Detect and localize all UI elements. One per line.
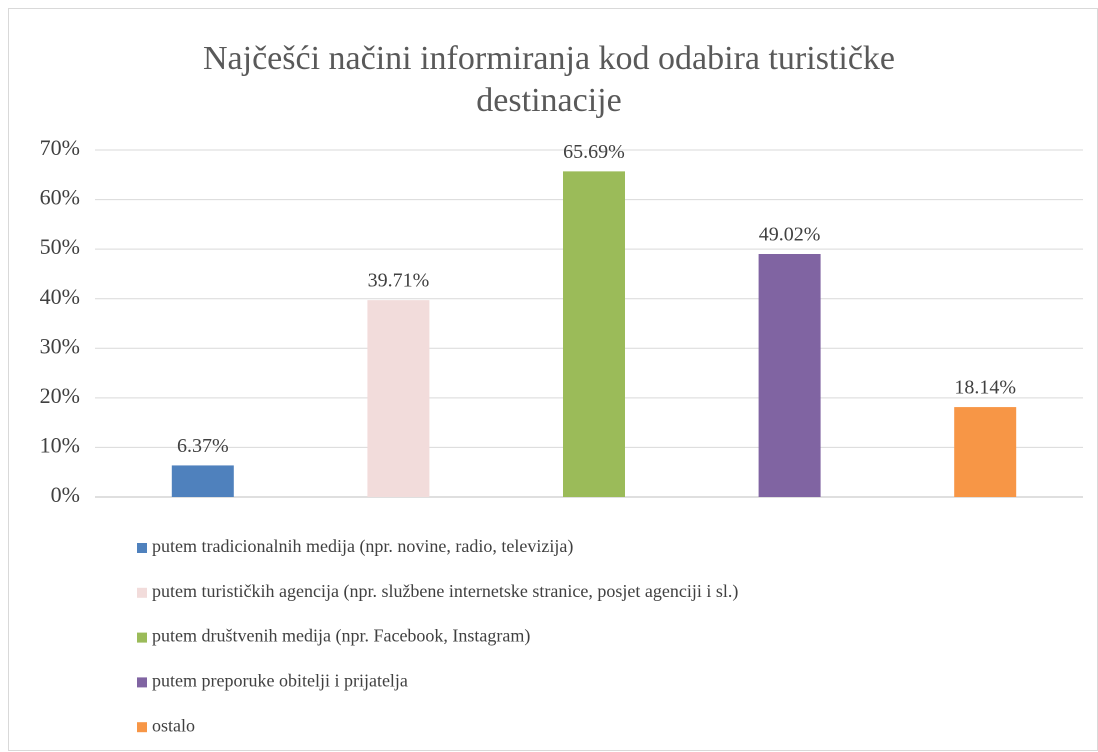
bar — [954, 407, 1017, 497]
legend-swatch — [137, 722, 147, 733]
value-label: 6.37% — [177, 435, 229, 457]
y-tick-label: 0% — [51, 482, 80, 507]
legend-label: putem društvenih medija (npr. Facebook, … — [152, 626, 530, 647]
bar — [758, 254, 821, 497]
y-tick-label: 30% — [40, 333, 80, 358]
legend-label: putem tradicionalnih medija (npr. novine… — [152, 536, 573, 557]
y-tick-label: 10% — [40, 432, 80, 457]
chart-border — [8, 8, 1098, 751]
y-tick-label: 50% — [40, 234, 80, 259]
legend-label: ostalo — [152, 715, 195, 735]
y-tick-label: 70% — [40, 135, 80, 160]
legend-swatch — [137, 587, 147, 598]
y-tick-label: 60% — [40, 185, 80, 210]
value-label: 49.02% — [759, 224, 821, 246]
value-label: 39.71% — [368, 270, 430, 292]
chart-title: Najčešći načini informiranja kod odabira… — [202, 40, 896, 119]
y-tick-label: 20% — [40, 383, 80, 408]
legend-swatch — [137, 677, 147, 688]
bar — [563, 171, 625, 497]
bar — [171, 465, 234, 497]
legend-label: putem preporuke obitelji i prijatelja — [152, 671, 408, 691]
value-label: 65.69% — [563, 141, 625, 163]
y-tick-label: 40% — [40, 284, 80, 309]
bar — [367, 300, 430, 497]
value-label: 18.14% — [954, 377, 1016, 399]
legend-swatch — [137, 543, 147, 553]
legend-label: putem turističkih agencija (npr. služben… — [152, 581, 738, 602]
legend-swatch — [137, 632, 147, 643]
